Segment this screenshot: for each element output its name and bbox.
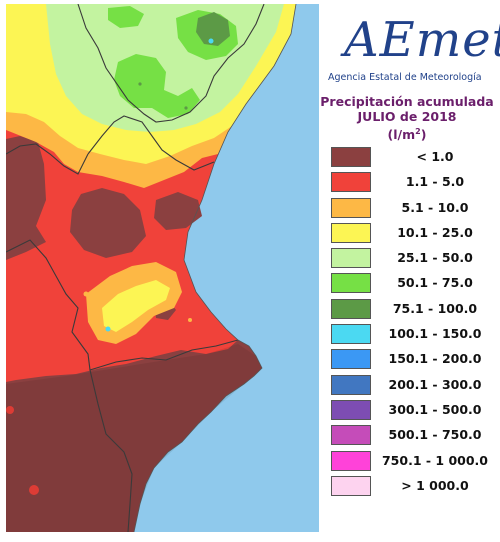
legend-row: < 1.0 bbox=[328, 144, 492, 169]
legend-row: 100.1 - 150.0 bbox=[328, 321, 492, 346]
legend-swatch bbox=[331, 425, 371, 446]
legend-label: 750.1 - 1 000.0 bbox=[381, 452, 489, 468]
zone-spot bbox=[188, 318, 192, 322]
legend-swatch bbox=[331, 172, 371, 193]
legend-label: 5.1 - 10.0 bbox=[401, 199, 469, 215]
province-border bbox=[89, 339, 239, 371]
relief-shading bbox=[6, 344, 262, 532]
legend-row: 50.1 - 75.0 bbox=[328, 270, 492, 295]
legend-swatch bbox=[331, 248, 371, 269]
legend-panel: AEmet Agencia Estatal de Meteorología Pr… bbox=[320, 4, 500, 532]
coastline bbox=[133, 4, 297, 532]
map-period: JULIO de 2018 bbox=[357, 109, 457, 124]
legend-swatch bbox=[331, 399, 371, 420]
zone-75-100 bbox=[196, 12, 230, 46]
aemet-logo: AEmet Agencia Estatal de Meteorología bbox=[326, 6, 500, 84]
legend-swatch bbox=[331, 273, 371, 294]
zone-100-150-spot bbox=[105, 326, 111, 332]
logo-wordmark: AEmet bbox=[344, 12, 500, 68]
legend-swatch bbox=[331, 197, 371, 218]
legend-row: 10.1 - 25.0 bbox=[328, 220, 492, 245]
agency-name: Agencia Estatal de Meteorología bbox=[328, 72, 482, 83]
legend-label: 300.1 - 500.0 bbox=[388, 401, 482, 417]
legend-swatch bbox=[331, 450, 371, 471]
zone-spot bbox=[6, 406, 14, 414]
legend-row: 200.1 - 300.0 bbox=[328, 372, 492, 397]
province-border bbox=[6, 143, 89, 175]
map-title: Precipitación acumulada bbox=[320, 94, 494, 109]
zone-spot bbox=[184, 106, 188, 110]
legend-row: 1.1 - 5.0 bbox=[328, 169, 492, 194]
legend-label: 10.1 - 25.0 bbox=[397, 224, 473, 240]
province-border bbox=[6, 239, 133, 532]
province-border bbox=[87, 115, 215, 171]
legend-row: 150.1 - 200.0 bbox=[328, 346, 492, 371]
precipitation-legend: < 1.0 1.1 - 5.0 5.1 - 10.0 10.1 - 25.0 25.1 … bbox=[328, 144, 492, 498]
legend-row: > 1 000.0 bbox=[328, 473, 492, 498]
legend-row: 750.1 - 1 000.0 bbox=[328, 448, 492, 473]
zone-dry-patch bbox=[70, 188, 146, 258]
map-title-block: Precipitación acumulada JULIO de 2018 (l… bbox=[320, 94, 494, 142]
map-unit: (l/m2) bbox=[387, 127, 427, 143]
province-border bbox=[77, 4, 265, 123]
precipitation-map bbox=[6, 4, 319, 532]
legend-swatch bbox=[331, 475, 371, 496]
legend-row: 500.1 - 750.0 bbox=[328, 422, 492, 447]
zone-spot bbox=[29, 485, 39, 495]
legend-label: 100.1 - 150.0 bbox=[388, 326, 482, 342]
legend-swatch bbox=[331, 374, 371, 395]
legend-label: 200.1 - 300.0 bbox=[388, 376, 482, 392]
legend-swatch bbox=[331, 349, 371, 370]
zone-10-25 bbox=[102, 280, 170, 332]
legend-label: 75.1 - 100.0 bbox=[392, 300, 478, 316]
legend-label: > 1 000.0 bbox=[401, 477, 469, 493]
zone-50-75 bbox=[114, 54, 200, 118]
legend-row: 300.1 - 500.0 bbox=[328, 397, 492, 422]
legend-swatch bbox=[331, 147, 371, 167]
legend-swatch bbox=[331, 324, 371, 345]
zone-dry-patch bbox=[154, 192, 202, 230]
legend-label: 50.1 - 75.0 bbox=[397, 275, 473, 291]
legend-swatch bbox=[331, 298, 371, 319]
zone-spot bbox=[83, 291, 89, 297]
zone-100-150-spot bbox=[208, 38, 214, 44]
zone-spot bbox=[138, 82, 142, 86]
zone-50-75 bbox=[108, 6, 144, 28]
legend-label: 500.1 - 750.0 bbox=[388, 427, 482, 443]
legend-row: 25.1 - 50.0 bbox=[328, 245, 492, 270]
legend-row: 5.1 - 10.0 bbox=[328, 195, 492, 220]
legend-swatch bbox=[331, 222, 371, 243]
legend-label: 150.1 - 200.0 bbox=[388, 351, 482, 367]
legend-label: 25.1 - 50.0 bbox=[397, 250, 473, 266]
legend-label: 1.1 - 5.0 bbox=[405, 174, 465, 190]
legend-label: < 1.0 bbox=[416, 149, 454, 164]
legend-row: 75.1 - 100.0 bbox=[328, 296, 492, 321]
